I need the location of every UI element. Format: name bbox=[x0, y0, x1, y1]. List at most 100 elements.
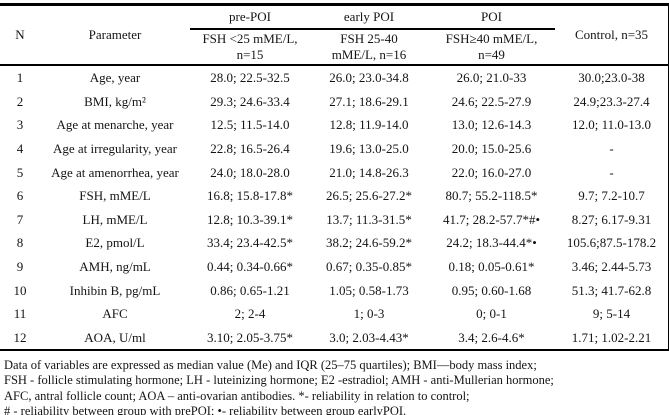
footnote-line-1: Data of variables are expressed as media… bbox=[4, 358, 537, 373]
cell-poi: 24.6; 22.5-27.9 bbox=[451, 93, 532, 109]
cell-pre-poi: 12.8; 10.3-39.1* bbox=[207, 211, 293, 227]
cell-control: 51.3; 41.7-62.8 bbox=[571, 282, 652, 298]
col-subheader-early-poi: FSH 25-40 mME/L, n=16 bbox=[310, 29, 428, 66]
cell-control: 24.9;23.3-27.4 bbox=[573, 93, 650, 109]
cell-n: 9 bbox=[16, 259, 24, 275]
cell-early-poi: 1.05; 0.58-1.73 bbox=[329, 282, 409, 298]
table-row: 8 E2, pmol/L 33.4; 23.4-42.5* 38.2; 24.6-59… bbox=[0, 231, 669, 255]
cell-parameter: AFC bbox=[102, 306, 128, 322]
cell-parameter: LH, mME/L bbox=[82, 211, 148, 227]
cell-poi: 0.95; 0.60-1.68 bbox=[451, 282, 532, 298]
cell-n: 5 bbox=[16, 164, 24, 180]
table-row: 12 AOA, U/ml 3.10; 2.05-3.75* 3.0; 2.03-4.4… bbox=[0, 326, 669, 351]
cell-pre-poi: 28.0; 22.5-32.5 bbox=[210, 70, 290, 86]
cell-control: - bbox=[609, 164, 614, 180]
cell-control: - bbox=[609, 141, 614, 157]
cell-pre-poi: 0.44; 0.34-0.66* bbox=[207, 259, 293, 275]
cell-parameter: FSH, mME/L bbox=[79, 188, 151, 204]
cell-poi: 0; 0-1 bbox=[476, 306, 507, 322]
table-row: 1 Age, year 28.0; 22.5-32.5 26.0; 23.0-34.8… bbox=[0, 65, 669, 90]
cell-parameter: Age at irregularity, year bbox=[52, 141, 178, 157]
poi-comparison-table: N Parameter pre-POI early POI POI Contro… bbox=[0, 3, 669, 352]
cell-control: 105.6;87.5-178.2 bbox=[566, 235, 657, 251]
cell-poi: 20.0; 15.0-25.6 bbox=[451, 141, 532, 157]
cell-early-poi: 26.5; 25.6-27.2* bbox=[326, 188, 412, 204]
cell-poi: 26.0; 21.0-33 bbox=[456, 70, 527, 86]
cell-pre-poi: 29.3; 24.6-33.4 bbox=[210, 93, 290, 109]
cell-poi: 13.0; 12.6-14.3 bbox=[451, 117, 532, 133]
cell-control: 8.27; 6.17-9.31 bbox=[571, 211, 652, 227]
cell-n: 8 bbox=[16, 235, 24, 251]
cell-pre-poi: 22.8; 16.5-26.4 bbox=[210, 141, 290, 157]
cell-n: 6 bbox=[16, 188, 24, 204]
cell-control: 1.71; 1.02-2.21 bbox=[571, 329, 652, 345]
cell-parameter: AOA, U/ml bbox=[84, 329, 146, 345]
table-row: 11 AFC 2; 2-4 1; 0-3 0; 0-1 9; 5-14 bbox=[0, 302, 669, 326]
table-row: 3 Age at menarche, year 12.5; 11.5-14.0 12.… bbox=[0, 113, 669, 137]
footnote-line-2: FSH - follicle stimulating hormone; LH -… bbox=[4, 373, 554, 388]
cell-n: 7 bbox=[16, 211, 24, 227]
cell-early-poi: 19.6; 13.0-25.0 bbox=[329, 141, 409, 157]
col-header-n: N bbox=[0, 4, 40, 66]
cell-control: 12.0; 11.0-13.0 bbox=[572, 117, 651, 133]
cell-early-poi: 26.0; 23.0-34.8 bbox=[329, 70, 409, 86]
col-header-control: Control, n=35 bbox=[555, 4, 669, 66]
cell-parameter: AMH, ng/mL bbox=[79, 259, 151, 275]
table-row: 2 BMI, kg/m² 29.3; 24.6-33.4 27.1; 18.6-29.… bbox=[0, 90, 669, 114]
cell-parameter: Age, year bbox=[89, 70, 141, 86]
cell-n: 1 bbox=[16, 70, 24, 86]
cell-n: 12 bbox=[13, 329, 27, 345]
cell-poi: 3.4; 2.6-4.6* bbox=[458, 329, 525, 345]
cell-parameter: Age at amenorrhea, year bbox=[51, 164, 179, 180]
col-subheader-poi: FSH≥40 mME/L, n=49 bbox=[428, 29, 555, 66]
cell-parameter: Inhibin B, pg/mL bbox=[69, 282, 161, 298]
table-row: 5 Age at amenorrhea, year 24.0; 18.0-28.0 2… bbox=[0, 160, 669, 184]
table-row: 4 Age at irregularity, year 22.8; 16.5-26.… bbox=[0, 137, 669, 161]
cell-poi: 80.7; 55.2-118.5* bbox=[445, 188, 538, 204]
cell-poi: 24.2; 18.3-44.4*• bbox=[446, 235, 537, 251]
table-body: 1 Age, year 28.0; 22.5-32.5 26.0; 23.0-34.8… bbox=[0, 65, 669, 350]
cell-control: 9; 5-14 bbox=[592, 306, 631, 322]
cell-early-poi: 3.0; 2.03-4.43* bbox=[329, 329, 409, 345]
footnote-line-3: AFC, antral follicle count; AOA – anti-o… bbox=[4, 388, 470, 403]
cell-n: 3 bbox=[16, 117, 24, 133]
cell-pre-poi: 3.10; 2.05-3.75* bbox=[207, 329, 293, 345]
cell-control: 30.0;23.0-38 bbox=[578, 70, 645, 86]
cell-early-poi: 0.67; 0.35-0.85* bbox=[326, 259, 412, 275]
footnote-line-4: # - reliability between group with prePO… bbox=[4, 403, 407, 415]
cell-n: 2 bbox=[16, 93, 24, 109]
cell-pre-poi: 0.86; 0.65-1.21 bbox=[210, 282, 290, 298]
cell-early-poi: 27.1; 18.6-29.1 bbox=[329, 93, 409, 109]
cell-control: 3.46; 2.44-5.73 bbox=[571, 259, 652, 275]
table-header: N Parameter pre-POI early POI POI Contro… bbox=[0, 4, 669, 66]
col-header-pre-poi: pre-POI bbox=[190, 4, 310, 30]
col-header-parameter: Parameter bbox=[40, 4, 190, 66]
cell-early-poi: 13.7; 11.3-31.5* bbox=[326, 211, 412, 227]
cell-early-poi: 38.2; 24.6-59.2* bbox=[326, 235, 412, 251]
cell-poi: 41.7; 28.2-57.7*#• bbox=[443, 211, 540, 227]
table-row: 10 Inhibin B, pg/mL 0.86; 0.65-1.21 1.05; 0… bbox=[0, 278, 669, 302]
cell-parameter: BMI, kg/m² bbox=[84, 93, 146, 109]
cell-control: 9.7; 7.2-10.7 bbox=[578, 188, 645, 204]
cell-pre-poi: 24.0; 18.0-28.0 bbox=[210, 164, 290, 180]
cell-pre-poi: 2; 2-4 bbox=[234, 306, 266, 322]
cell-n: 4 bbox=[16, 141, 24, 157]
table-row: 6 FSH, mME/L 16.8; 15.8-17.8* 26.5; 25.6-27… bbox=[0, 184, 669, 208]
table-row: 7 LH, mME/L 12.8; 10.3-39.1* 13.7; 11.3-31.… bbox=[0, 208, 669, 232]
cell-early-poi: 21.0; 14.8-26.3 bbox=[329, 164, 409, 180]
cell-poi: 22.0; 16.0-27.0 bbox=[451, 164, 532, 180]
col-subheader-pre-poi: FSH <25 mME/L, n=15 bbox=[190, 29, 310, 66]
cell-parameter: E2, pmol/L bbox=[85, 235, 145, 251]
cell-n: 11 bbox=[13, 306, 27, 322]
col-header-poi: POI bbox=[428, 4, 555, 30]
col-header-early-poi: early POI bbox=[310, 4, 428, 30]
cell-parameter: Age at menarche, year bbox=[56, 117, 174, 133]
table-footnote: Data of variables are expressed as media… bbox=[0, 358, 669, 415]
cell-pre-poi: 12.5; 11.5-14.0 bbox=[210, 117, 290, 133]
cell-n: 10 bbox=[13, 282, 27, 298]
cell-pre-poi: 16.8; 15.8-17.8* bbox=[207, 188, 293, 204]
header-group-row: N Parameter pre-POI early POI POI Contro… bbox=[0, 4, 669, 66]
cell-poi: 0.18; 0.05-0.61* bbox=[448, 259, 535, 275]
cell-early-poi: 12.8; 11.9-14.0 bbox=[329, 117, 409, 133]
